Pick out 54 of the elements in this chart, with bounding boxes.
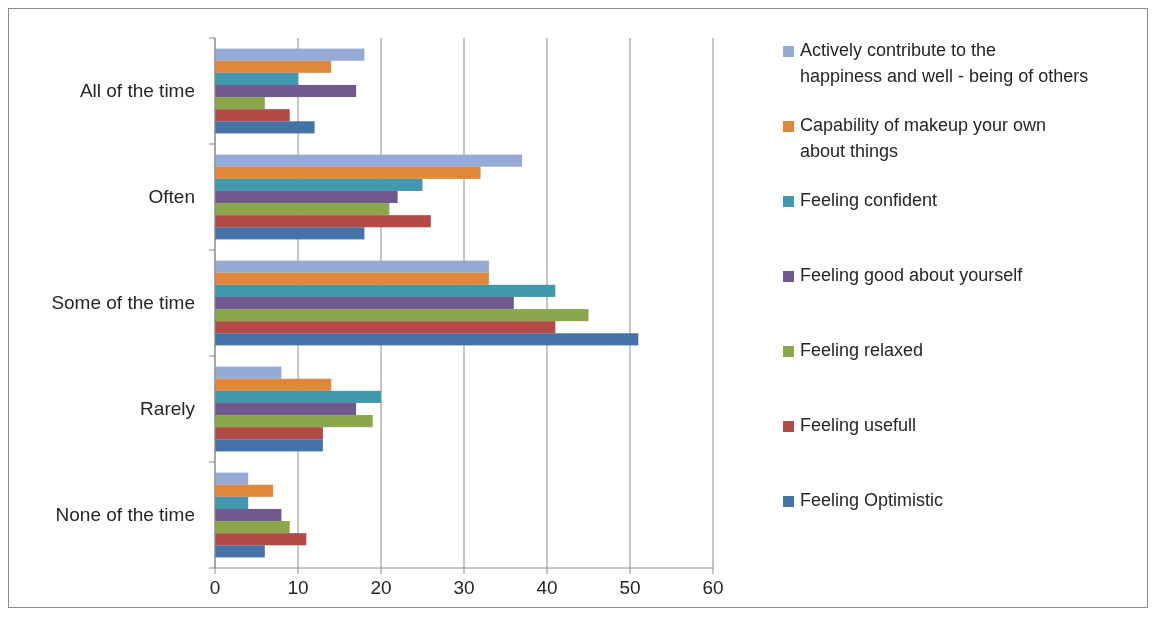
bar [215,84,357,98]
x-tick-label: 50 [619,577,641,598]
bar [215,190,398,204]
legend-label: Feeling confident [800,190,938,210]
bar [215,402,357,416]
legend-label: Feeling usefull [800,415,917,435]
bar [215,390,381,403]
bar [215,439,323,452]
bar [215,321,556,334]
bar [215,72,298,85]
bar [215,215,431,228]
bar [215,60,332,73]
y-tick-label: Often [148,186,195,207]
bar [215,533,307,546]
bar [215,109,290,122]
y-tick-label: None of the time [55,504,195,525]
x-tick-label: 0 [209,577,221,598]
bar [215,508,282,522]
legend-label: Feeling relaxed [800,340,924,360]
bar [215,415,373,428]
bar [215,309,589,322]
y-tick-label: All of the time [79,80,195,101]
bar [215,296,514,310]
legend-label: Actively contribute to the happiness and well - being of others [800,40,1089,86]
bar [215,121,315,134]
legend-label: Feeling good about yourself [800,265,1024,285]
bar [215,545,265,558]
x-tick-label: 10 [287,577,309,598]
y-tick-label: Some of the time [51,292,195,313]
bar [215,472,249,485]
x-tick-label: 20 [370,577,392,598]
bar [215,333,639,346]
bar [215,366,282,379]
legend-label: Feeling Optimistic [800,490,944,510]
bar [215,166,481,179]
bar [215,154,523,167]
bar [215,227,365,240]
y-tick-label: Rarely [140,398,196,419]
bar [215,178,423,191]
bar [215,284,556,297]
bar [215,97,265,110]
bar [215,260,489,273]
x-tick-label: 60 [702,577,724,598]
bar [215,521,290,534]
bar [215,48,365,61]
legend-label: Capability of makeup your own about things [800,115,1047,161]
bar [215,484,274,497]
bar [215,272,489,285]
bar [215,378,332,391]
x-tick-label: 40 [536,577,558,598]
bar [215,496,249,509]
x-tick-label: 30 [453,577,475,598]
bar [215,203,390,216]
bar [215,427,323,440]
